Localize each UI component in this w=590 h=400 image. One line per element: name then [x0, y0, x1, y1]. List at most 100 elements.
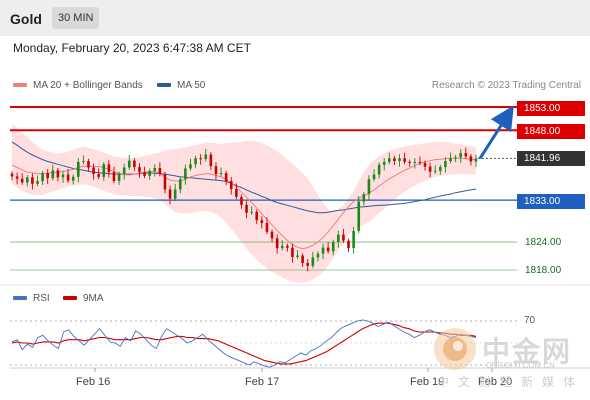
resistance-2-label: 1853.00	[517, 101, 585, 116]
candle-body	[219, 173, 223, 175]
candle-body	[306, 263, 310, 266]
legend-rsi-ma: 9MA	[63, 293, 104, 304]
candle-body	[163, 174, 167, 190]
candle-body	[194, 158, 197, 165]
candle-body	[15, 176, 19, 179]
report-datetime: Monday, February 20, 2023 6:47:38 AM CET	[13, 41, 251, 55]
candle-body	[92, 167, 95, 175]
rsi-swatch	[13, 296, 27, 301]
candle-body	[204, 154, 208, 160]
support-2-label: 1818.00	[525, 265, 562, 276]
x-label-feb17: Feb 17	[245, 376, 280, 388]
candle-body	[66, 174, 70, 181]
candle-body	[347, 240, 350, 249]
candle-body	[117, 174, 121, 182]
ma50-swatch	[157, 83, 171, 88]
candle-body	[337, 234, 340, 243]
candle-body	[107, 164, 111, 173]
x-label-feb16: Feb 16	[76, 376, 111, 388]
candle-body	[189, 164, 192, 169]
candle-body	[464, 153, 468, 157]
watermark-logo-icon	[434, 328, 476, 370]
candle-body	[459, 153, 463, 158]
candle-body	[184, 168, 187, 180]
candle-body	[153, 168, 157, 171]
ma20-swatch	[13, 83, 27, 88]
candle-body	[82, 161, 85, 163]
candle-body	[240, 196, 243, 205]
legend-ma20: MA 20 + Bollinger Bands	[13, 80, 143, 91]
support-1-label: 1824.00	[525, 237, 562, 248]
candle-body	[342, 234, 345, 241]
candle-body	[418, 161, 422, 163]
candle-body	[439, 167, 442, 171]
rsi-ma-label: 9MA	[83, 293, 104, 304]
candle-body	[357, 201, 361, 231]
candle-body	[326, 247, 330, 252]
research-credit: Research © 2023 Trading Central	[431, 80, 581, 91]
candle-body	[31, 177, 34, 184]
candle-body	[158, 168, 162, 175]
candle-body	[433, 170, 437, 172]
forecast-arrow	[478, 105, 514, 160]
candle-body	[138, 167, 141, 173]
candle-body	[148, 170, 151, 176]
candle-body	[71, 176, 75, 181]
candle-body	[388, 158, 391, 162]
candle-body	[398, 158, 401, 162]
watermark-url: CNGOLD.COM.CN	[486, 361, 555, 370]
watermark-text: 中金网	[482, 336, 573, 367]
candle-body	[454, 157, 457, 159]
candle-body	[127, 160, 131, 168]
candle-body	[41, 173, 44, 182]
timeframe-badge[interactable]: 30 MIN	[52, 7, 100, 29]
candle-body	[286, 245, 289, 248]
candle-body	[393, 158, 396, 162]
candle-body	[331, 242, 335, 252]
pivot-label: 1833.00	[517, 194, 585, 209]
candle-body	[265, 222, 269, 232]
candle-body	[112, 172, 116, 182]
candle-body	[449, 158, 452, 162]
candle-body	[209, 154, 213, 167]
candle-body	[20, 178, 24, 183]
candle-body	[87, 161, 90, 168]
x-label-feb20: Feb 20	[478, 376, 513, 388]
candle-body	[133, 160, 136, 168]
candle-body	[56, 170, 60, 178]
candle-body	[423, 162, 427, 167]
candle-body	[178, 179, 182, 190]
candle-body	[413, 161, 417, 163]
candle-body	[168, 189, 172, 199]
legend-ma50: MA 50	[157, 80, 205, 91]
rsi-label: RSI	[33, 293, 50, 304]
candle-body	[46, 173, 49, 179]
resistance-1-label: 1848.00	[517, 124, 585, 139]
candle-body	[296, 255, 299, 257]
candle-body	[173, 189, 177, 199]
ma50-label: MA 50	[177, 80, 206, 91]
rsi-tick-70: 70	[524, 315, 536, 326]
candle-body	[255, 211, 259, 221]
candle-body	[275, 238, 279, 249]
candle-body	[36, 181, 39, 184]
x-label-feb19: Feb 19	[410, 376, 445, 388]
candle-body	[408, 161, 412, 163]
candle-body	[280, 245, 284, 249]
candle-body	[199, 158, 202, 160]
watermark-slogan: 中文财经新媒体	[437, 375, 585, 389]
ma20-label: MA 20 + Bollinger Bands	[33, 80, 143, 91]
rsi-line	[11, 319, 477, 368]
candle-body	[403, 158, 406, 162]
asset-name: Gold	[10, 11, 42, 27]
candle-body	[260, 220, 264, 223]
candle-body	[382, 161, 386, 165]
candle-body	[229, 181, 233, 189]
candle-body	[301, 255, 304, 264]
last-price-label: 1841.96	[517, 151, 585, 166]
candle-body	[311, 257, 315, 266]
candle-body	[444, 161, 447, 168]
candle-body	[474, 158, 478, 162]
candle-body	[97, 174, 100, 177]
